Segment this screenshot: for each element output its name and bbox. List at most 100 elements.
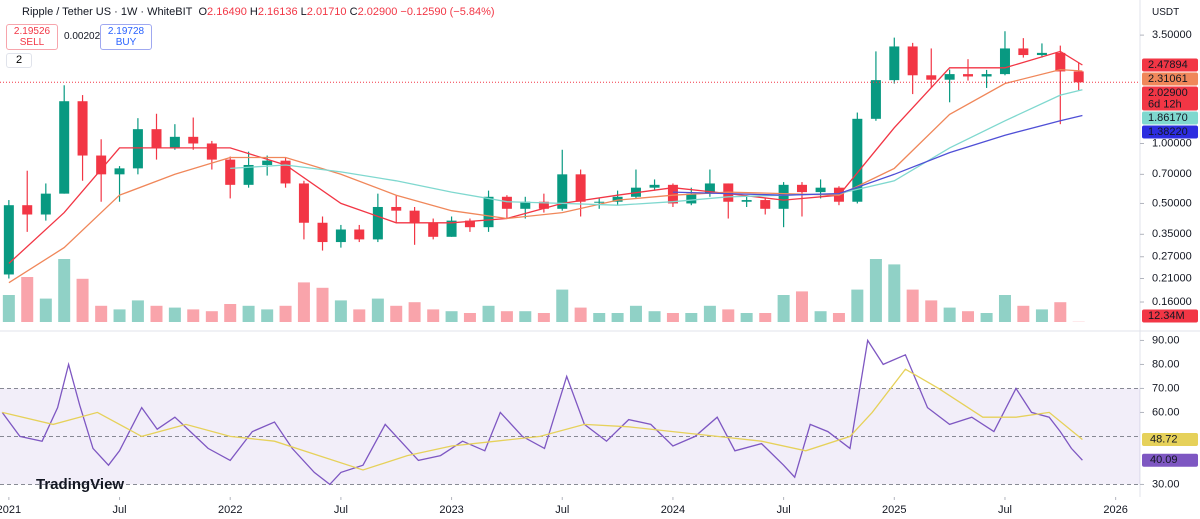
candle-body — [317, 222, 328, 243]
x-tick-label: Jul — [113, 504, 127, 516]
volume-bar — [21, 277, 34, 322]
price-marker-label: 1.38220 — [1148, 126, 1188, 138]
y-tick-label: 0.50000 — [1152, 197, 1192, 209]
candle-body — [778, 184, 789, 209]
rsi-marker-label: 40.09 — [1150, 454, 1178, 466]
volume-marker-label: 12.34M — [1148, 310, 1185, 322]
price-marker — [1142, 72, 1198, 86]
volume-bar — [777, 295, 790, 322]
candle-body — [907, 46, 918, 76]
price-marker-label: 2.02900 — [1148, 87, 1188, 99]
candle-body — [77, 101, 88, 156]
y-tick-label: 0.27000 — [1152, 251, 1192, 263]
candle-body — [704, 183, 715, 194]
candle-body — [132, 129, 143, 169]
candle-body — [557, 174, 568, 209]
spread: 0.00202 — [64, 31, 101, 42]
y-tick-label: 80.00 — [1152, 358, 1180, 370]
volume-bar — [113, 309, 126, 322]
volume-bar — [962, 311, 975, 322]
y-tick-label: 0.21000 — [1152, 272, 1192, 284]
buy-button[interactable]: 2.19728 BUY — [100, 24, 152, 50]
candle-body — [59, 101, 70, 194]
currency: USDT — [1152, 7, 1180, 18]
candle-body — [114, 168, 125, 175]
y-tick-label: 0.16000 — [1152, 296, 1192, 308]
candle-body — [815, 187, 826, 193]
candle-body — [151, 129, 162, 148]
volume-bar — [851, 289, 864, 322]
candle-body — [464, 220, 475, 228]
price-marker — [1142, 125, 1198, 139]
sell-price: 2.19526 — [13, 26, 51, 37]
candle-body — [575, 174, 586, 202]
candle-body — [520, 201, 531, 209]
volume-bar — [224, 304, 237, 322]
volume-bar — [703, 305, 716, 322]
candle-body — [1036, 52, 1047, 56]
candle-body — [649, 184, 660, 188]
candle-body — [335, 229, 346, 243]
volume-bar — [371, 298, 384, 322]
volume-marker — [1142, 309, 1198, 323]
price-marker — [1142, 58, 1198, 72]
candle-body — [944, 74, 955, 80]
candle-body — [870, 80, 881, 119]
volume-bar — [131, 300, 144, 322]
sell-button[interactable]: 2.19526 SELL — [6, 24, 58, 50]
ohlc-value: 2.02900 — [357, 6, 398, 18]
rsi-marker — [1142, 453, 1198, 467]
candle-body — [446, 220, 457, 237]
candle-body — [372, 206, 383, 240]
volume-bar — [740, 313, 753, 322]
volume-bar — [906, 289, 919, 322]
volume-bar — [666, 313, 679, 322]
volume-bar — [998, 295, 1011, 322]
y-tick-label: 90.00 — [1152, 334, 1180, 346]
price-marker-label: 1.86170 — [1148, 112, 1188, 124]
header-row: Ripple / Tether US · 1W · WhiteBIT O2.16… — [22, 6, 495, 18]
volume-bar — [519, 311, 532, 322]
volume-bar — [95, 305, 108, 322]
volume-bar — [500, 311, 513, 322]
price-marker-label: 2.47894 — [1148, 59, 1188, 71]
volume-bar — [648, 311, 661, 322]
y-tick-label: 0.35000 — [1152, 228, 1192, 240]
sell-label: SELL — [19, 37, 45, 48]
candle-body — [612, 196, 623, 202]
candle-body — [169, 136, 180, 148]
candle-body — [354, 229, 365, 240]
x-tick-label: Jul — [998, 504, 1012, 516]
volume-bar — [297, 282, 310, 322]
x-tick-label: 2026 — [1103, 504, 1127, 516]
volume-bar — [869, 259, 882, 322]
ohlc-name: L — [300, 6, 307, 18]
candle-body — [760, 200, 771, 209]
indicator-toggle[interactable]: 2 — [6, 53, 32, 68]
y-tick-label: 30.00 — [1152, 478, 1180, 490]
volume-bar — [205, 311, 218, 322]
candle-body — [428, 222, 439, 237]
candle-body — [1073, 71, 1084, 83]
volume-bar — [316, 287, 329, 322]
candle-body — [1018, 48, 1029, 56]
price-marker — [1142, 86, 1198, 111]
volume-bar — [574, 307, 587, 322]
volume-bar — [537, 313, 550, 322]
volume-bar — [58, 259, 71, 322]
y-tick-label: 60.00 — [1152, 406, 1180, 418]
ohlc-name: C — [349, 6, 358, 18]
candle-body — [96, 155, 107, 175]
volume-bar — [943, 307, 956, 322]
rsi-marker-label: 48.72 — [1150, 433, 1178, 445]
volume-bar — [463, 313, 476, 322]
rsi-line — [1, 338, 1083, 486]
indicator-count: 2 — [15, 54, 23, 66]
x-tick-label: 2025 — [882, 504, 906, 516]
x-tick-label: 2021 — [0, 504, 21, 516]
ohlc-value: 2.16490 — [207, 6, 247, 18]
candle-body — [188, 136, 199, 144]
candle-body — [243, 164, 254, 185]
candle-body — [1055, 52, 1066, 72]
